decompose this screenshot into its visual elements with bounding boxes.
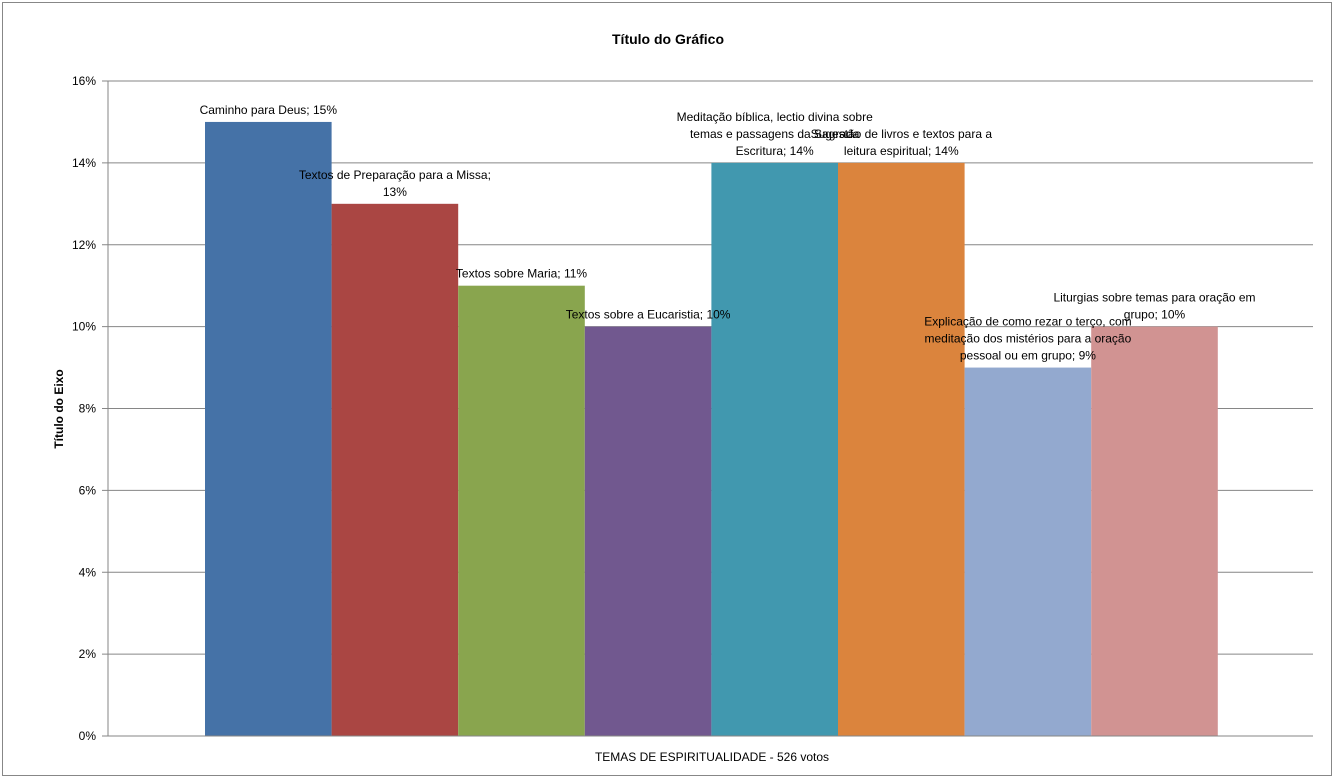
bars <box>205 121 1218 736</box>
data-labels: Caminho para Deus; 15% Textos de Preparaç… <box>200 103 1256 363</box>
y-tick-label: 10% <box>72 320 96 334</box>
bar <box>458 285 585 736</box>
y-tick-label: 4% <box>79 565 97 579</box>
y-tick-label: 2% <box>79 647 97 661</box>
y-tick-label: 14% <box>72 156 96 170</box>
y-tick-label: 16% <box>72 74 96 88</box>
y-axis-title: Título do Eixo <box>52 369 66 448</box>
y-tick-label: 0% <box>79 729 97 743</box>
bar <box>1091 326 1218 736</box>
data-label: Sugestão de livros e textos para a leitur… <box>811 127 993 158</box>
data-label: Textos de Preparação para a Missa; 13% <box>299 168 491 199</box>
data-label: Caminho para Deus; 15% <box>200 103 338 117</box>
bar <box>964 367 1092 736</box>
data-label: Liturgias sobre temas para oração em grup… <box>1053 291 1255 322</box>
chart-title: Título do Gráfico <box>612 31 724 47</box>
x-axis-category-label: TEMAS DE ESPIRITUALIDADE - 526 votos <box>595 750 829 764</box>
y-axis-ticks: 0% 2% 4% 6% 8% 10% 12% 14% 16% <box>72 74 108 743</box>
bar <box>205 121 332 736</box>
y-tick-label: 8% <box>79 402 97 416</box>
bar <box>711 162 838 736</box>
y-tick-label: 6% <box>79 483 97 497</box>
bar <box>584 326 712 736</box>
data-label: Meditação bíblica, lectio divina sobre te… <box>677 110 873 158</box>
y-tick-label: 12% <box>72 238 96 252</box>
data-label: Textos sobre a Eucaristia; 10% <box>566 308 731 322</box>
bar <box>331 203 459 736</box>
data-label: Textos sobre Maria; 11% <box>456 267 587 281</box>
bar <box>838 162 965 736</box>
data-label: Explicação de como rezar o terço, com med… <box>924 315 1131 363</box>
